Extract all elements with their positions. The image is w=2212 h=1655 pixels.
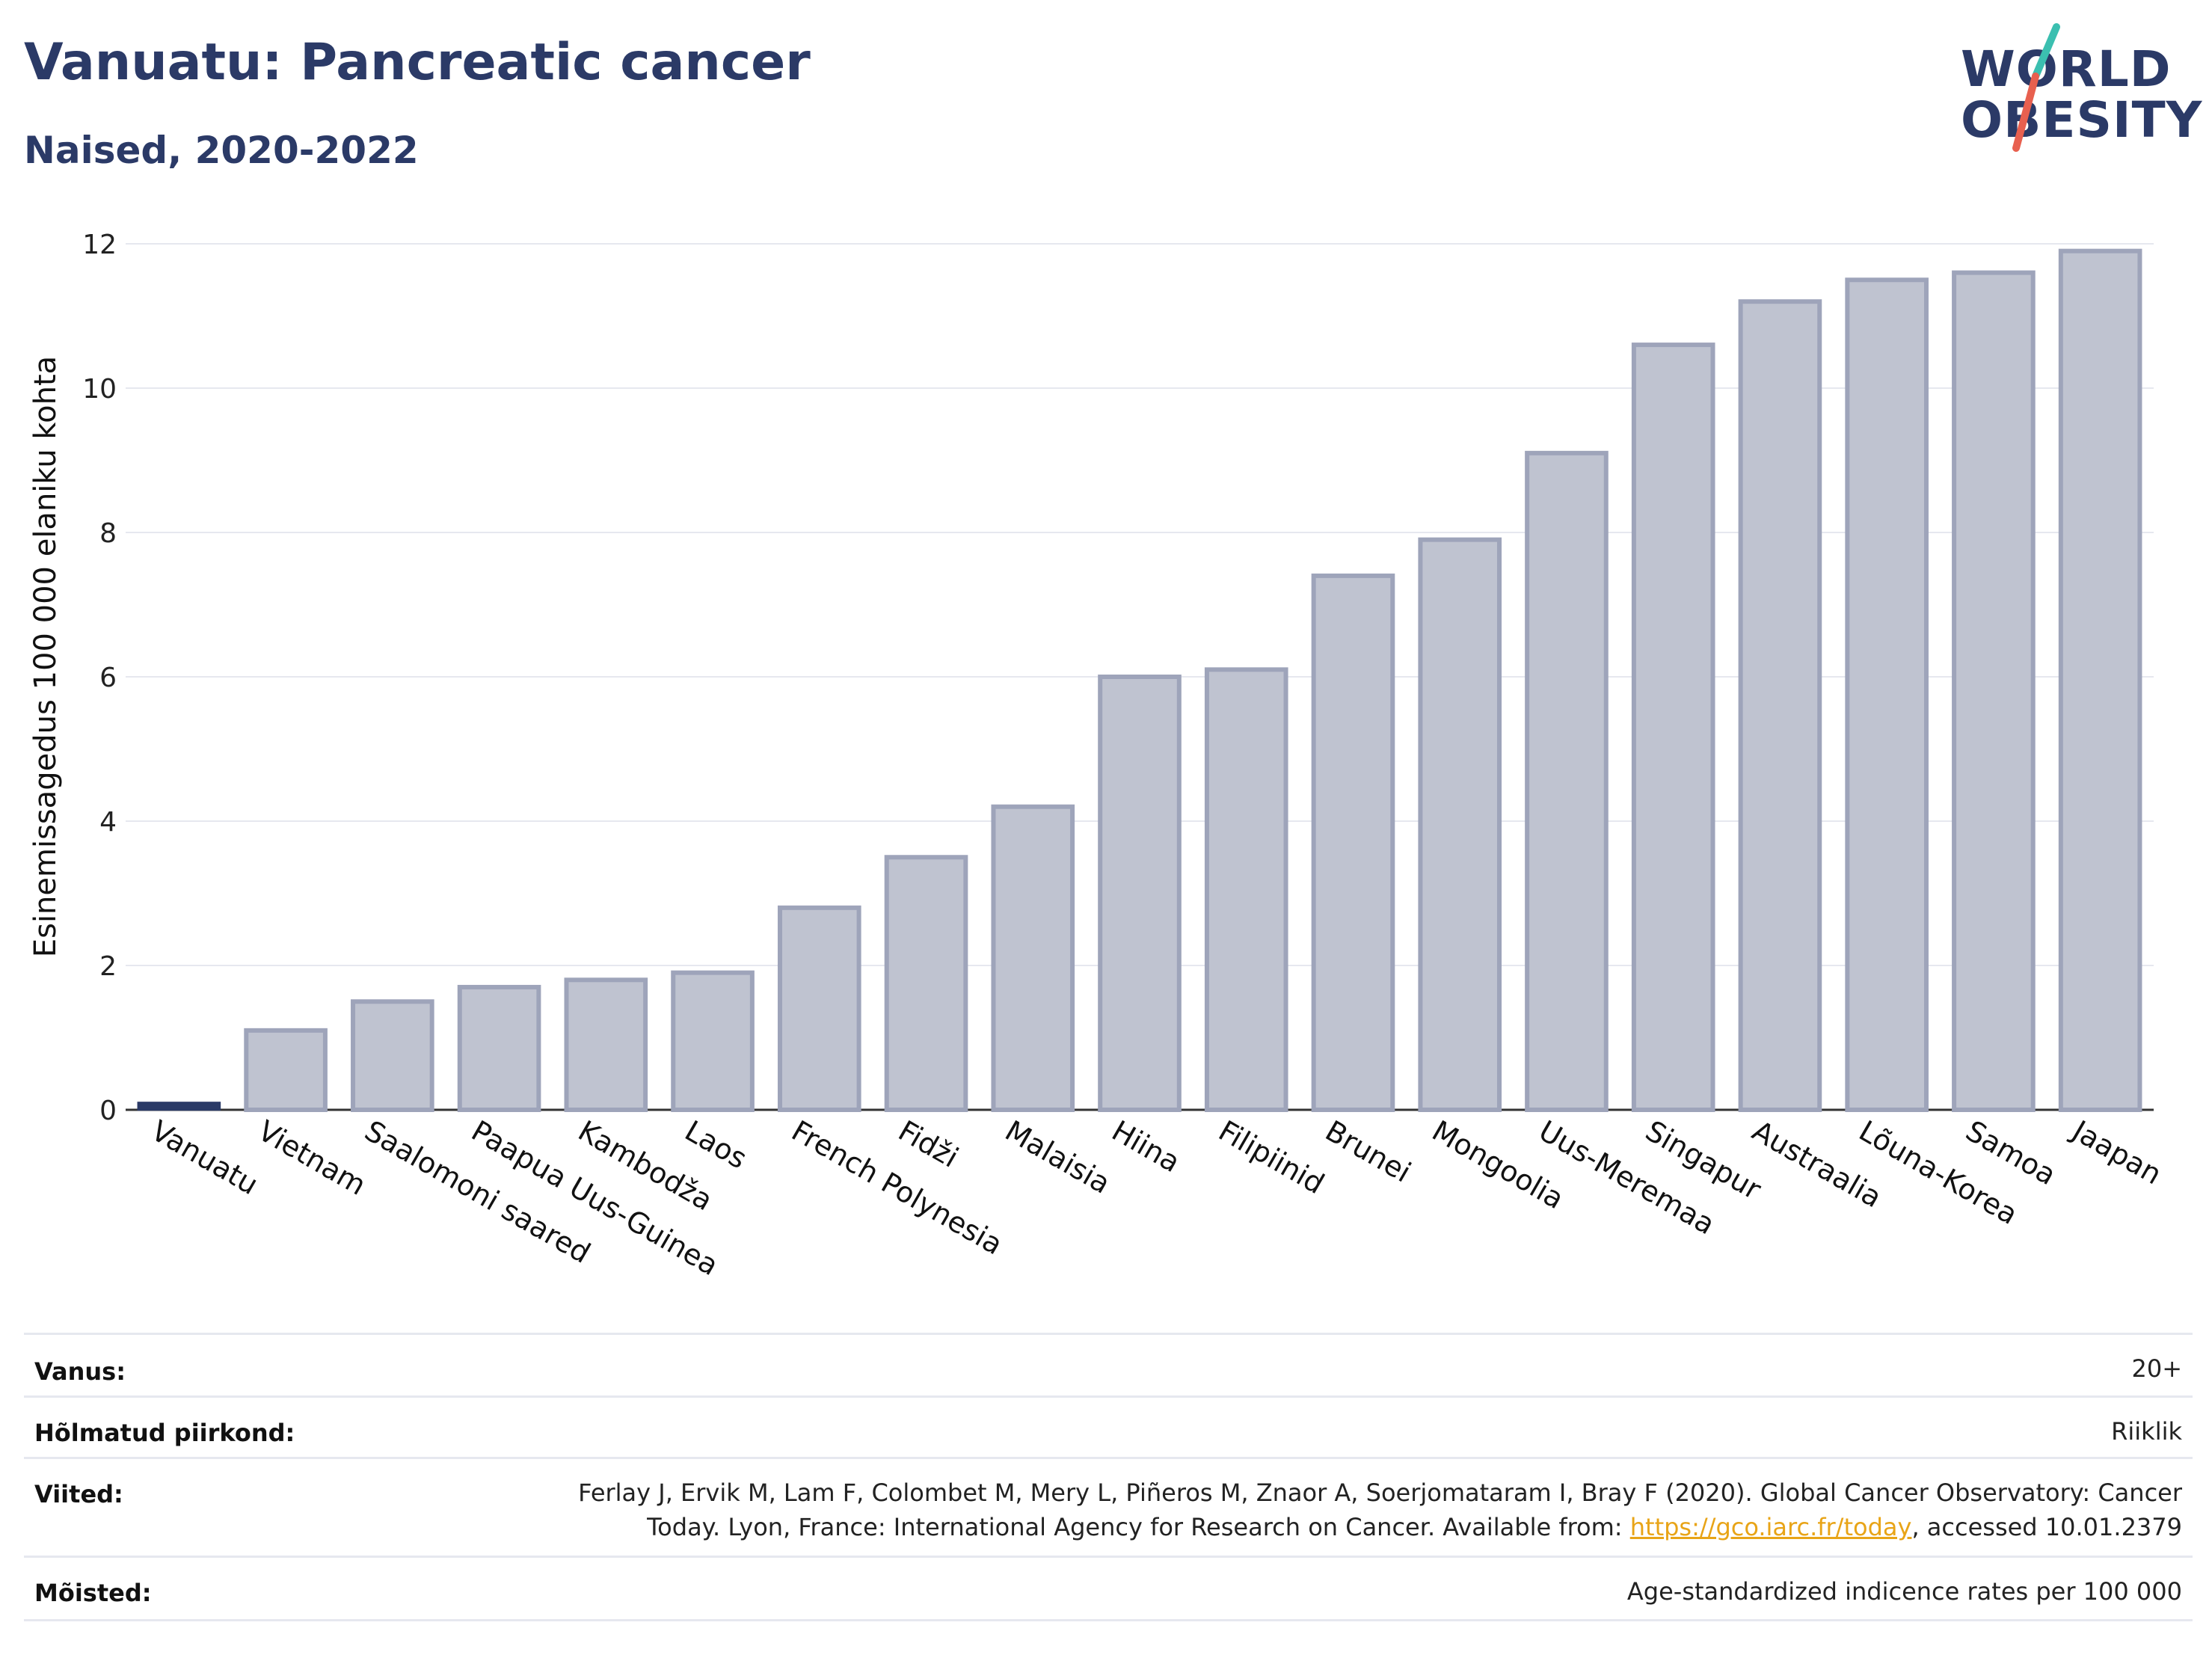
x-tick-label: Malaisia	[1000, 1114, 1116, 1200]
info-row-region: Hõlmatud piirkond: Riiklik	[24, 1395, 2193, 1459]
y-axis-label: Esinemissagedus 100 000 elaniku kohta	[28, 356, 63, 957]
bar-brunei	[1311, 573, 1395, 1112]
reference-text: Today. Lyon, France: International Agenc…	[647, 1513, 1630, 1541]
info-row-references: Viited: Ferlay J, Ervik M, Lam F, Colomb…	[24, 1457, 2193, 1558]
world-obesity-logo: WORLD OBESITY	[1944, 22, 2203, 157]
bar-vanuatu	[137, 1102, 221, 1111]
bar-vietnam	[244, 1028, 328, 1112]
info-row-age: Vanus: 20+	[24, 1333, 2193, 1398]
y-tick-label: 2	[99, 951, 117, 982]
x-tick-label: Vietnam	[253, 1114, 372, 1202]
logo-slash-icon	[2012, 23, 2060, 152]
bar-lõuna-korea	[1845, 277, 1929, 1112]
info-row-definitions: Mõisted: Age-standardized indicence rate…	[24, 1556, 2193, 1621]
info-value-references: Ferlay J, Ervik M, Lam F, Colombet M, Me…	[578, 1476, 2182, 1544]
reference-line-2: Today. Lyon, France: International Agenc…	[578, 1510, 2182, 1544]
bar-malaisia	[991, 804, 1075, 1112]
reference-line-1: Ferlay J, Ervik M, Lam F, Colombet M, Me…	[578, 1479, 2182, 1507]
bars	[137, 248, 2142, 1113]
x-tick-label: Hiina	[1107, 1114, 1186, 1179]
chart-title: Vanuatu: Pancreatic cancer	[24, 33, 811, 92]
info-label: Viited:	[34, 1480, 123, 1508]
x-tick-label: Uus-Meremaa	[1533, 1114, 1720, 1241]
reference-link[interactable]: https://gco.iarc.fr/today	[1629, 1513, 1912, 1541]
bar-french-polynesia	[777, 905, 861, 1112]
bar-mongoolia	[1418, 537, 1502, 1112]
x-tick-label: Filipiinid	[1213, 1114, 1330, 1200]
y-tick-label: 4	[99, 807, 117, 838]
x-tick-label: Jaapan	[2065, 1114, 2167, 1191]
y-tick-label: 12	[82, 230, 117, 260]
bar-jaapan	[2058, 248, 2142, 1112]
x-tick-label: Brunei	[1320, 1114, 1416, 1189]
bar-singapur	[1631, 343, 1715, 1113]
y-tick-label: 10	[82, 374, 117, 405]
info-label: Hõlmatud piirkond:	[34, 1419, 295, 1447]
x-tick-label: Fidži	[893, 1114, 964, 1174]
info-label: Vanus:	[34, 1357, 126, 1386]
bar-filipiinid	[1204, 667, 1288, 1112]
info-label: Mõisted:	[34, 1579, 152, 1607]
chart-subtitle: Naised, 2020-2022	[24, 129, 419, 172]
bar-samoa	[1952, 270, 2036, 1113]
y-tick-label: 8	[99, 518, 117, 549]
x-tick-label: Vanuatu	[146, 1114, 264, 1201]
bar-laos	[671, 970, 755, 1113]
bar-fidži	[884, 855, 968, 1112]
bar-austraalia	[1738, 299, 1822, 1113]
bar-saalomoni-saared	[351, 999, 434, 1112]
reference-text-end: , accessed 10.01.2379	[1911, 1513, 2182, 1541]
bar-kambodža	[564, 977, 648, 1113]
info-value: Riiklik	[2111, 1417, 2182, 1446]
y-tick-label: 6	[99, 663, 117, 693]
info-value: Age-standardized indicence rates per 100…	[1626, 1577, 2182, 1606]
info-value: 20+	[2131, 1354, 2182, 1383]
logo-line-2: OBESITY	[1961, 91, 2203, 149]
logo-line-1: WORLD	[1961, 40, 2172, 98]
bar-paapua-uus-guinea	[457, 984, 541, 1112]
bar-uus-meremaa	[1525, 450, 1609, 1113]
bar-hiina	[1098, 675, 1182, 1112]
y-tick-label: 0	[99, 1096, 117, 1126]
x-tick-label: Laos	[680, 1114, 753, 1176]
y-tick-labels: 0 2 4 6 8 10 12	[82, 230, 117, 1126]
